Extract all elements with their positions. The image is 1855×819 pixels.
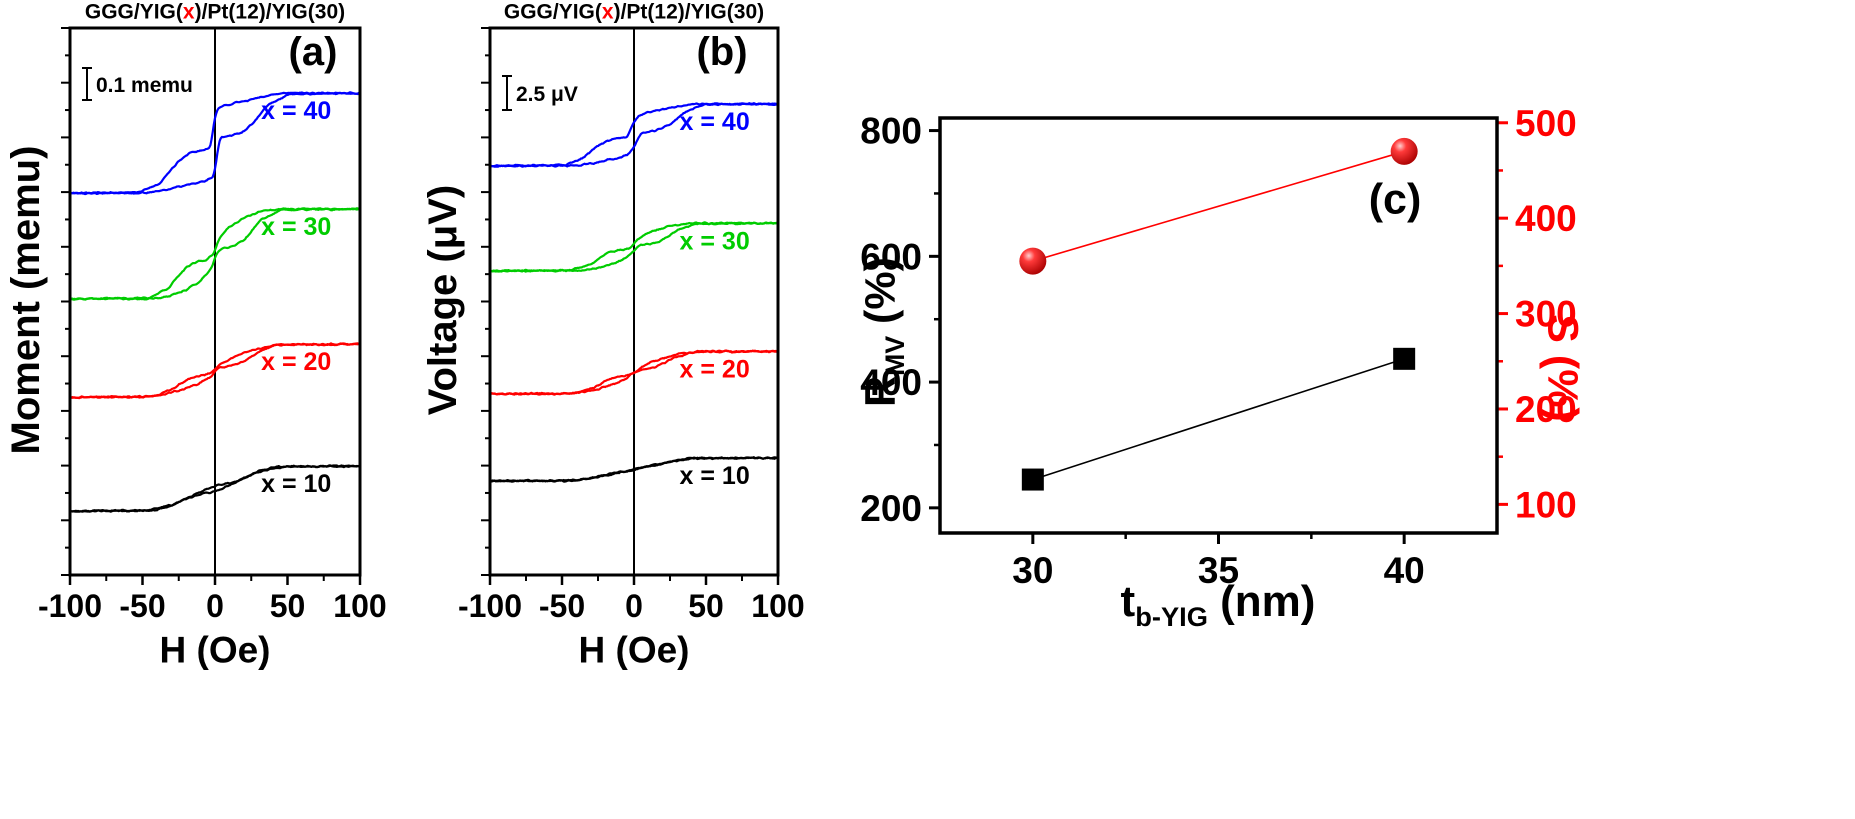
panel-b-label: (b) — [696, 30, 748, 74]
x-tick-label: -50 — [119, 588, 165, 624]
panel-a-graphics: -100 -50 0 50 100 x = 40 x = 30 x = 20 x = 10 0.1… — [38, 26, 387, 624]
hysteresis-curve — [69, 91, 361, 196]
right-tick-label: 500 — [1515, 103, 1577, 144]
hysteresis-curve — [489, 456, 779, 483]
panel-c-label: (c) — [1368, 175, 1422, 224]
panel-c-graphics: 200 400 600 800 100 200 300 400 500 30 35 40 — [860, 103, 1576, 591]
x-tick-label: 0 — [206, 588, 224, 624]
hysteresis-curve — [69, 342, 360, 400]
panel-a-title-post: )/Pt(12)/YIG(30) — [194, 0, 346, 24]
panel-a-title: GGG/YIG(x)/Pt(12)/YIG(30) — [85, 2, 345, 23]
hysteresis-curve — [489, 221, 778, 273]
panel-b-title-x: x — [601, 0, 614, 24]
panel-a-title-x: x — [182, 0, 195, 24]
hysteresis-curve — [489, 349, 779, 396]
right-tick-label: 100 — [1515, 484, 1577, 525]
data-point-sphere — [1019, 247, 1047, 275]
left-tick-label: 200 — [860, 488, 922, 529]
scale-bar-label: 2.5 μV — [516, 83, 578, 106]
x-tick-label: 35 — [1198, 550, 1239, 591]
x-tick-label: 100 — [751, 588, 804, 624]
panel-c-ylabel-left: RMV (%) — [856, 257, 910, 407]
right-tick-label: 300 — [1515, 294, 1577, 335]
panel-b-xlabel: H (Oe) — [578, 629, 690, 671]
panel-c-xlabel-base: t — [1120, 576, 1136, 626]
series-line — [1032, 358, 1405, 481]
scale-bar-label: 0.1 memu — [96, 74, 193, 97]
plot-frame — [68, 26, 362, 577]
curve-label: x = 10 — [680, 462, 750, 490]
data-point-square — [1021, 468, 1044, 491]
x-tick-label: 50 — [688, 588, 724, 624]
panel-a-title-pre: GGG/YIG( — [84, 0, 183, 24]
curve-label: x = 20 — [680, 355, 750, 383]
panel-b-title-post: )/Pt(12)/YIG(30) — [613, 0, 765, 24]
panel-c-xlabel: tb-YIG (nm) — [1120, 576, 1316, 632]
panel-a-label: (a) — [288, 30, 338, 74]
left-tick-label: 800 — [860, 111, 922, 152]
x-tick-label: 50 — [270, 588, 306, 624]
data-point-sphere — [1390, 137, 1418, 165]
left-tick-label: 600 — [860, 236, 922, 277]
right-tick-label: 200 — [1515, 389, 1577, 430]
x-tick-label: -50 — [539, 588, 585, 624]
panel-c-ylabel-left-base: R — [856, 375, 905, 407]
right-tick-label: 400 — [1515, 198, 1577, 239]
panel-a-ylabel: Moment (memu) — [4, 145, 48, 455]
panel-a-xlabel: H (Oe) — [159, 629, 271, 671]
x-tick-label: 0 — [625, 588, 643, 624]
hysteresis-curve — [69, 464, 360, 513]
data-point-square — [1393, 347, 1416, 370]
panel-c-xlabel-sub: b-YIG — [1135, 600, 1208, 632]
curve-label: x = 20 — [261, 348, 331, 376]
hysteresis-curve — [69, 207, 361, 301]
panel-c-ylabel-left-sub: MV — [879, 335, 910, 376]
panel-c-xlabel-rest: (nm) — [1207, 576, 1316, 626]
x-tick-label: -100 — [458, 588, 522, 624]
curve-label: x = 30 — [680, 227, 750, 255]
panel-b-title: GGG/YIG(x)/Pt(12)/YIG(30) — [504, 2, 764, 23]
curve-label: x = 30 — [261, 213, 331, 241]
panel-b-ylabel: Voltage (μV) — [421, 184, 465, 416]
panel-c-ylabel-right: S (%) — [1538, 314, 1587, 422]
x-tick-label: 30 — [1012, 550, 1053, 591]
panel-b-title-pre: GGG/YIG( — [503, 0, 602, 24]
curve-label: x = 40 — [680, 108, 750, 136]
x-tick-label: -100 — [38, 588, 102, 624]
plot-frame — [488, 26, 780, 577]
left-tick-label: 400 — [860, 362, 922, 403]
panel-b-graphics: -100 -50 0 50 100 x = 40 x = 30 x = 20 x = 10 2.5… — [458, 26, 805, 624]
curve-label: x = 40 — [261, 97, 331, 125]
curve-label: x = 10 — [261, 470, 331, 498]
series-line — [1032, 150, 1405, 262]
hysteresis-curve — [489, 102, 779, 168]
x-tick-label: 40 — [1384, 550, 1425, 591]
x-tick-label: 100 — [333, 588, 386, 624]
plot-frame — [938, 116, 1499, 535]
panel-c-ylabel-left-rest: (%) — [856, 257, 905, 336]
